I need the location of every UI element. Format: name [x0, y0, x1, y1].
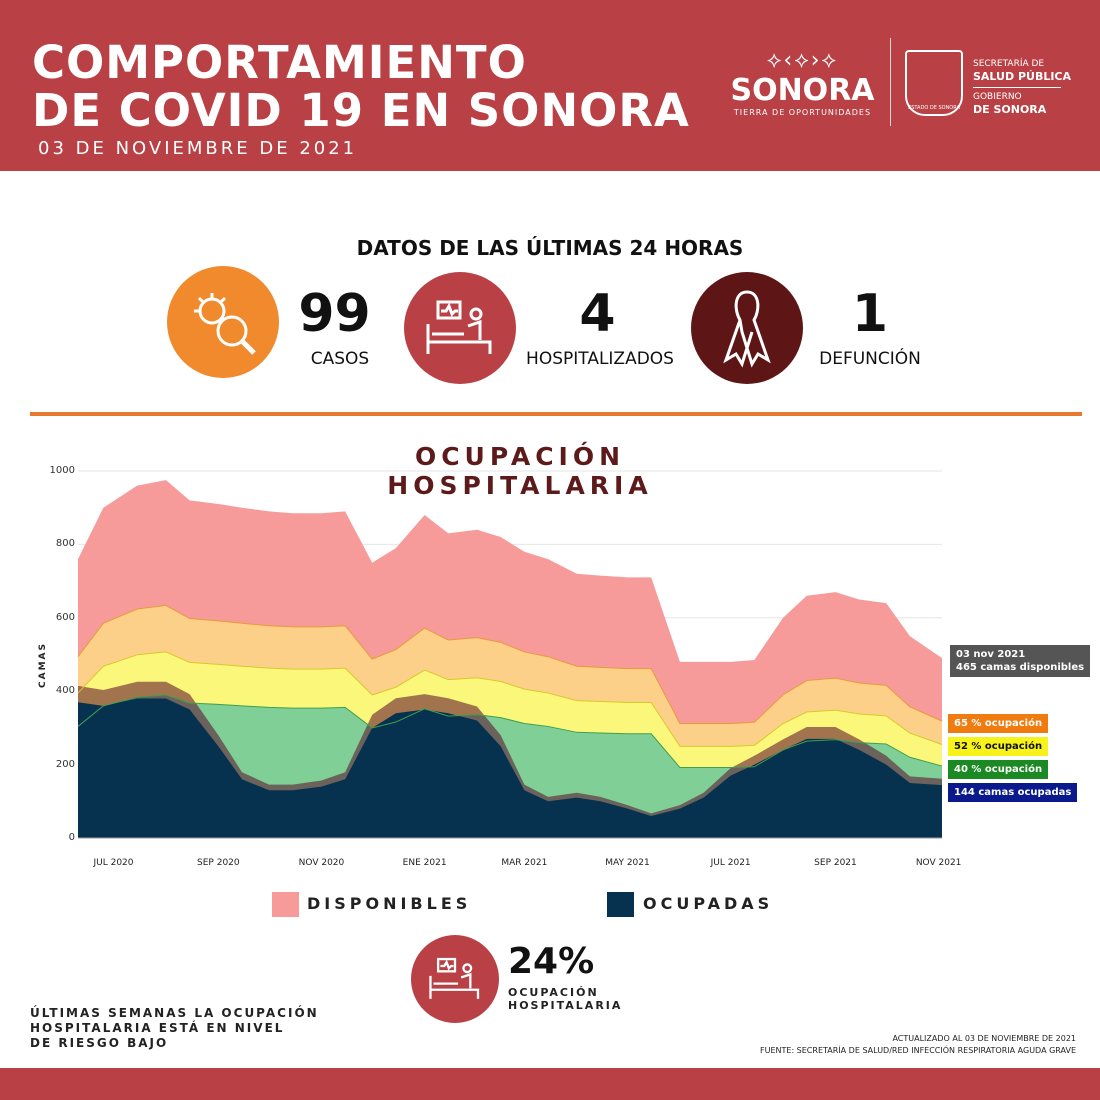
y-tick-label: 800	[55, 538, 75, 550]
occupancy-percent: 24%	[508, 941, 595, 982]
defuncion-label: DEFUNCIÓN	[819, 349, 921, 369]
gobierno-line-2: DE SONORA	[973, 103, 1047, 116]
secretaria-logo: SECRETARÍA DE SALUD PÚBLICA GOBIERNO DE …	[973, 58, 1071, 117]
occupancy-chart	[77, 470, 943, 839]
casos-label: CASOS	[310, 349, 370, 369]
x-tick-label: SEP 2020	[197, 858, 240, 868]
threshold-line	[77, 651, 943, 747]
y-tick-label: 0	[68, 832, 75, 843]
band-52	[78, 651, 942, 768]
band-65	[78, 605, 942, 747]
annotation-ocupadas: 144 camas ocupadas	[948, 783, 1078, 802]
footer-notes: ACTUALIZADO AL 03 DE NOVIEMBRE DE 2021 F…	[760, 1033, 1076, 1057]
sonora-logo: ⟡‹⟡›⟡ SONORA TIERRA DE OPORTUNIDADES	[725, 48, 880, 118]
title-line-2: DE COVID 19 EN SONORA	[32, 84, 690, 137]
annotation-disponibles-text: 465 camas disponibles	[956, 662, 1085, 673]
legend-swatch-ocupadas	[607, 892, 634, 917]
y-tick-label: 200	[55, 758, 75, 770]
y-tick-label: 600	[55, 611, 75, 623]
occupancy-label-1: OCUPACIÓN	[508, 986, 599, 999]
legend-ocupadas: OCUPADAS	[643, 894, 774, 913]
sonora-pattern-icon: ⟡‹⟡›⟡	[766, 48, 839, 73]
annotation-65: 65 % ocupación	[948, 714, 1049, 733]
x-tick-label: JUL 2020	[93, 858, 134, 868]
ribbon-icon	[691, 272, 803, 384]
risk-line-1: ÚLTIMAS SEMANAS LA OCUPACIÓN	[30, 1006, 319, 1020]
x-tick-label: MAR 2021	[501, 858, 548, 868]
virus-magnifier-icon	[167, 266, 279, 378]
area-ocupadas	[78, 698, 942, 838]
secretaria-line-2: SALUD PÚBLICA	[973, 70, 1072, 83]
threshold-line	[77, 694, 943, 769]
x-tick-label: ENE 2021	[402, 858, 447, 868]
annotation-52: 52 % ocupación	[948, 737, 1049, 756]
report-date: 03 DE NOVIEMBRE DE 2021	[38, 138, 358, 159]
y-tick-label: 400	[55, 685, 75, 697]
threshold-line	[77, 604, 943, 724]
annotation-40: 40 % ocupación	[948, 760, 1049, 779]
x-tick-label: NOV 2021	[915, 858, 962, 868]
y-axis-label: CAMAS	[37, 642, 48, 688]
updated-note: ACTUALIZADO AL 03 DE NOVIEMBRE DE 2021	[892, 1034, 1076, 1043]
kpi-title: DATOS DE LAS ÚLTIMAS 24 HORAS	[356, 236, 744, 260]
y-tick-label: 1000	[49, 465, 75, 476]
sonora-logo-text: SONORA	[730, 73, 875, 108]
defuncion-value: 1	[851, 284, 889, 344]
risk-statement: ÚLTIMAS SEMANAS LA OCUPACIÓN HOSPITALARI…	[30, 1006, 319, 1051]
x-tick-label: SEP 2021	[814, 858, 857, 868]
occupancy-label: OCUPACIÓN HOSPITALARIA	[508, 986, 622, 1012]
seal-text: ESTADO DE SONORA	[908, 105, 960, 111]
hospitalizados-label: HOSPITALIZADOS	[526, 349, 674, 369]
occupancy-label-2: HOSPITALARIA	[508, 999, 623, 1012]
annotation-date: 03 nov 2021	[956, 649, 1026, 660]
x-tick-label: MAY 2021	[605, 858, 650, 868]
logo-divider	[890, 38, 891, 126]
casos-value: 99	[298, 284, 371, 344]
hospital-bed-icon	[411, 935, 499, 1023]
state-seal-icon: ESTADO DE SONORA	[905, 50, 963, 116]
area-disponibles	[78, 480, 942, 724]
legend-disponibles: DISPONIBLES	[307, 894, 472, 913]
header-banner: COMPORTAMIENTO DE COVID 19 EN SONORA 03 …	[0, 0, 1100, 171]
secretaria-line-1: SECRETARÍA DE	[973, 59, 1045, 69]
x-tick-label: JUL 2021	[710, 858, 751, 868]
risk-line-2: HOSPITALARIA ESTÁ EN NIVEL	[30, 1021, 285, 1035]
hospital-bed-icon	[404, 272, 516, 384]
annotation-disponibles: 03 nov 2021 465 camas disponibles	[950, 645, 1091, 677]
bottom-banner	[0, 1068, 1100, 1100]
source-note: FUENTE: SECRETARÍA DE SALUD/RED INFECCIÓ…	[760, 1046, 1076, 1055]
risk-line-3: DE RIESGO BAJO	[30, 1036, 169, 1050]
section-divider	[30, 412, 1082, 416]
hospitalizados-value: 4	[579, 284, 616, 344]
chart-title: OCUPACIÓN HOSPITALARIA	[387, 442, 653, 500]
sonora-tagline: TIERRA DE OPORTUNIDADES	[733, 108, 872, 117]
x-tick-label: NOV 2020	[298, 858, 345, 868]
gobierno-line-1: GOBIERNO	[973, 92, 1022, 102]
title-line-1: COMPORTAMIENTO	[32, 36, 527, 89]
legend-swatch-disponibles	[272, 892, 299, 917]
